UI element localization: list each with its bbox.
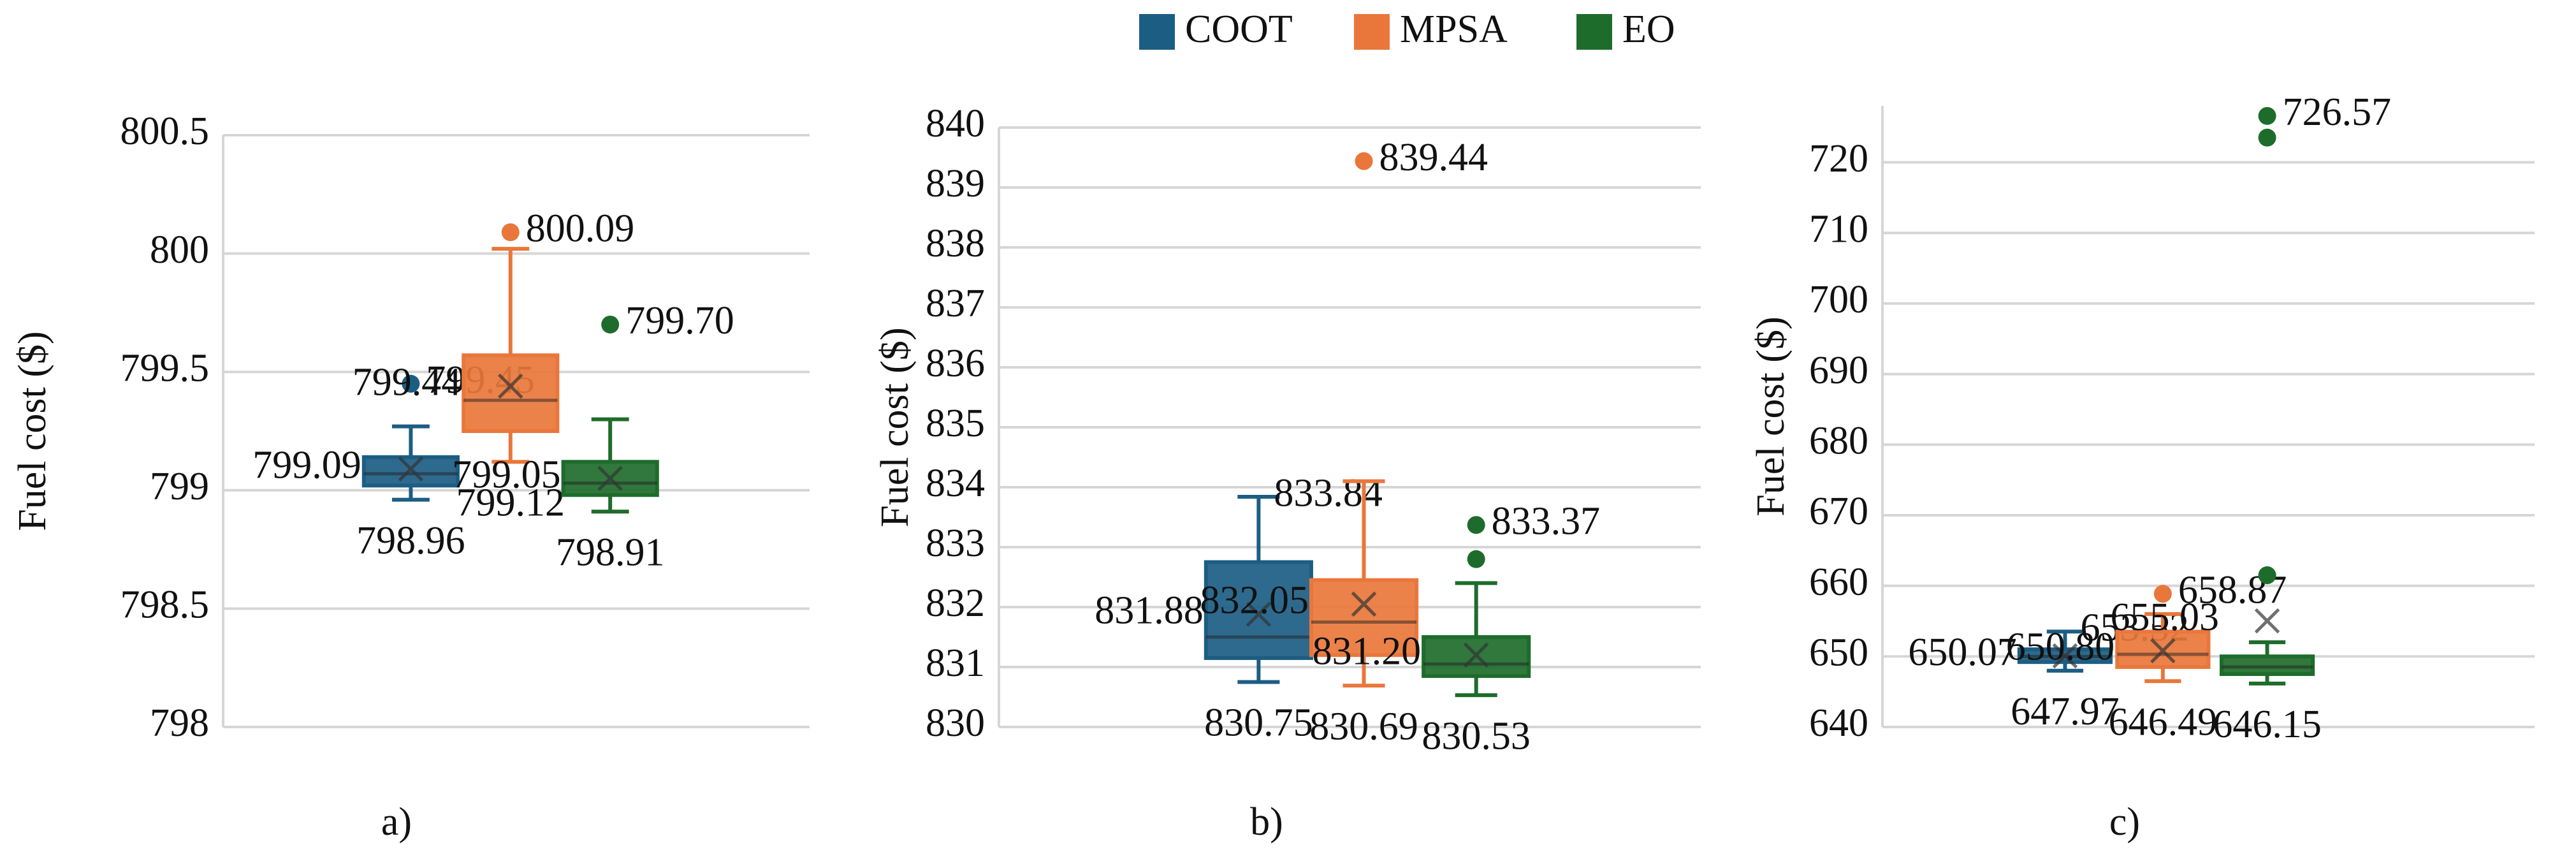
legend-swatch [1354, 14, 1390, 50]
y-tick-label: 710 [1809, 207, 1868, 251]
y-tick-label: 680 [1809, 420, 1868, 463]
box [462, 353, 560, 433]
y-tick-label: 798 [150, 701, 209, 745]
y-tick-label: 700 [1809, 278, 1868, 321]
value-label: 650.80 [2006, 626, 2115, 669]
outlier [2258, 106, 2276, 125]
y-tick-label: 720 [1809, 137, 1868, 180]
y-tick-label: 833 [926, 522, 985, 565]
outlier [1467, 516, 1485, 534]
outlier [601, 315, 620, 334]
y-axis-label: Fuel cost ($) [1749, 316, 1793, 516]
y-tick-label: 834 [926, 462, 985, 505]
mean-marker [498, 373, 523, 399]
value-label: 800.09 [526, 207, 635, 250]
mean-marker [1246, 601, 1272, 627]
y-tick-label: 838 [926, 222, 985, 265]
mean-marker [2150, 638, 2176, 664]
value-label: 646.15 [2213, 703, 2322, 746]
value-label: 650.07 [1908, 631, 2017, 674]
box [1204, 560, 1313, 660]
y-tick-label: 650 [1809, 631, 1868, 675]
legend-label: EO [1622, 8, 1675, 51]
y-tick-label: 839 [926, 162, 985, 205]
mean-marker [1463, 642, 1489, 668]
value-label: 831.20 [1313, 629, 1422, 673]
y-tick-label: 670 [1809, 490, 1868, 533]
outlier [501, 223, 520, 242]
caption: a) [381, 800, 412, 844]
y-axis-label: Fuel cost ($) [873, 327, 917, 527]
outlier [1467, 550, 1485, 568]
outlier [402, 374, 420, 393]
value-label: 655.03 [2110, 596, 2219, 639]
legend-swatch [1139, 14, 1175, 50]
box [1309, 578, 1419, 657]
value-label: 798.91 [556, 531, 665, 574]
y-tick-label: 799 [150, 465, 209, 508]
value-label: 647.97 [2011, 690, 2120, 733]
y-tick-label: 798.5 [120, 583, 210, 627]
y-tick-label: 800 [150, 228, 209, 272]
y-tick-label: 800.5 [120, 110, 210, 153]
value-label: 830.75 [1204, 701, 1313, 745]
value-label: 799.70 [625, 299, 734, 342]
mean-marker [2052, 643, 2078, 669]
mean-marker [2254, 608, 2280, 634]
value-label: 832.05 [1200, 579, 1309, 622]
outlier [1355, 152, 1373, 170]
legend-label: MPSA [1400, 8, 1508, 51]
legend-label: COOT [1185, 8, 1293, 51]
outlier [2153, 585, 2172, 603]
value-label: 799.44 [353, 361, 462, 404]
value-label: 830.53 [1422, 714, 1531, 758]
value-label: 799.09 [252, 444, 361, 487]
y-tick-label: 799.5 [120, 346, 210, 390]
outlier [2258, 128, 2276, 147]
outlier [2258, 566, 2276, 585]
box [561, 460, 659, 497]
legend-swatch [1576, 14, 1612, 50]
y-tick-label: 837 [926, 282, 985, 325]
caption: c) [2109, 800, 2140, 844]
value-label: 833.84 [1274, 471, 1383, 515]
y-tick-label: 660 [1809, 561, 1868, 604]
y-tick-label: 690 [1809, 349, 1868, 392]
value-label: 726.57 [2283, 91, 2392, 134]
box [2219, 654, 2315, 676]
value-label: 830.69 [1309, 705, 1418, 748]
y-tick-label: 835 [926, 402, 985, 445]
y-tick-label: 640 [1809, 701, 1868, 745]
y-tick-label: 831 [926, 642, 985, 685]
value-label: 833.37 [1492, 499, 1601, 543]
y-tick-label: 840 [926, 102, 985, 145]
value-label: 799.05 [452, 453, 561, 496]
mean-marker [597, 466, 623, 492]
y-tick-label: 836 [926, 342, 985, 385]
value-label: 798.96 [356, 519, 465, 562]
y-tick-label: 830 [926, 701, 985, 745]
value-label: 799.12 [456, 481, 565, 524]
mean-marker [398, 456, 424, 482]
y-tick-label: 832 [926, 582, 985, 625]
mean-marker [1351, 591, 1377, 617]
box [361, 455, 460, 488]
caption: b) [1250, 800, 1283, 844]
box [1422, 635, 1531, 679]
y-axis-label: Fuel cost ($) [11, 331, 54, 531]
value-label: 646.49 [2109, 700, 2218, 744]
value-label: 831.88 [1095, 589, 1204, 633]
value-label: 839.44 [1379, 136, 1488, 179]
